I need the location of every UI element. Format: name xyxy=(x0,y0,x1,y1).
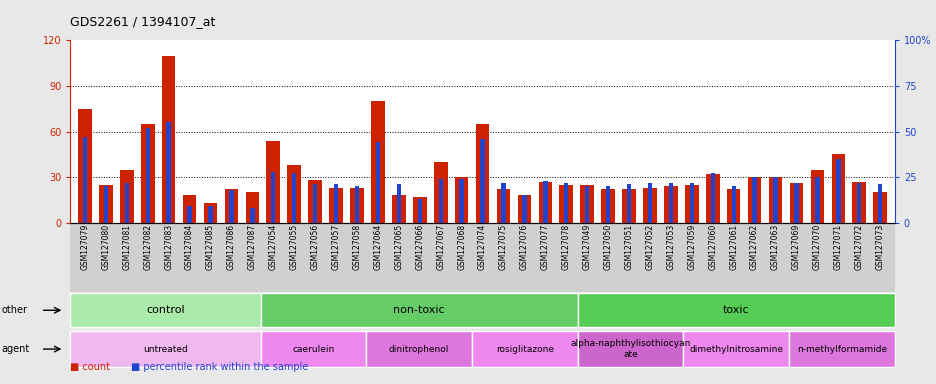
Text: agent: agent xyxy=(2,344,30,354)
Bar xyxy=(187,206,192,223)
Bar xyxy=(99,185,112,223)
Bar xyxy=(814,177,819,223)
Bar xyxy=(454,177,468,223)
Bar xyxy=(140,124,154,223)
Bar xyxy=(794,183,797,223)
Bar xyxy=(606,186,609,223)
Text: caerulein: caerulein xyxy=(292,344,334,354)
Bar xyxy=(82,137,87,223)
Bar xyxy=(584,186,589,223)
Bar xyxy=(350,188,363,223)
Bar xyxy=(877,184,882,223)
Bar xyxy=(375,142,380,223)
Bar xyxy=(563,183,568,223)
Bar xyxy=(684,185,698,223)
Bar xyxy=(287,165,300,223)
Text: ■ percentile rank within the sample: ■ percentile rank within the sample xyxy=(131,362,308,372)
Bar xyxy=(705,174,719,223)
Text: GDS2261 / 1394107_at: GDS2261 / 1394107_at xyxy=(70,15,215,28)
Bar xyxy=(872,192,886,223)
Bar xyxy=(245,192,259,223)
Bar xyxy=(668,183,672,223)
Bar xyxy=(120,169,134,223)
Bar xyxy=(517,195,531,223)
Bar xyxy=(622,189,636,223)
Text: rosiglitazone: rosiglitazone xyxy=(495,344,553,354)
Text: ■ count: ■ count xyxy=(70,362,110,372)
Bar xyxy=(371,101,385,223)
Bar xyxy=(626,184,631,223)
Bar xyxy=(124,183,129,223)
Bar xyxy=(459,179,463,223)
Bar xyxy=(726,189,739,223)
Bar xyxy=(642,188,656,223)
Bar xyxy=(480,139,484,223)
Bar xyxy=(250,208,255,223)
Bar xyxy=(308,180,322,223)
Bar xyxy=(601,189,614,223)
Text: other: other xyxy=(2,305,28,315)
Bar xyxy=(333,184,338,223)
Bar xyxy=(689,183,694,223)
Bar xyxy=(329,188,343,223)
Text: toxic: toxic xyxy=(723,305,749,315)
Bar xyxy=(830,154,844,223)
Bar xyxy=(835,159,840,223)
Bar xyxy=(856,183,860,223)
Bar xyxy=(417,199,421,223)
Bar xyxy=(162,56,175,223)
Bar xyxy=(543,181,547,223)
Bar xyxy=(647,183,651,223)
Bar xyxy=(772,177,777,223)
Bar xyxy=(810,169,824,223)
Bar xyxy=(266,141,280,223)
Bar xyxy=(521,195,526,223)
Text: n-methylformamide: n-methylformamide xyxy=(796,344,886,354)
Bar xyxy=(747,177,761,223)
Bar xyxy=(145,128,150,223)
Bar xyxy=(396,184,401,223)
Bar xyxy=(225,189,238,223)
Text: alpha-naphthylisothiocyan
ate: alpha-naphthylisothiocyan ate xyxy=(570,339,690,359)
Text: non-toxic: non-toxic xyxy=(393,305,445,315)
Bar xyxy=(438,179,443,223)
Bar xyxy=(731,186,735,223)
Bar xyxy=(789,183,802,223)
Bar xyxy=(433,162,447,223)
Bar xyxy=(752,177,756,223)
Text: dinitrophenol: dinitrophenol xyxy=(388,344,449,354)
Bar xyxy=(203,203,217,223)
Bar xyxy=(475,124,489,223)
Bar xyxy=(768,177,782,223)
Bar xyxy=(104,186,108,223)
Bar xyxy=(208,206,212,223)
Text: control: control xyxy=(146,305,184,315)
Bar xyxy=(313,184,317,223)
Bar xyxy=(292,174,296,223)
Bar xyxy=(501,183,505,223)
Bar xyxy=(355,186,358,223)
Text: dimethylnitrosamine: dimethylnitrosamine xyxy=(689,344,782,354)
Bar xyxy=(664,186,677,223)
Bar xyxy=(271,172,275,223)
Bar xyxy=(709,174,714,223)
Bar xyxy=(391,195,405,223)
Bar xyxy=(78,109,92,223)
Bar xyxy=(167,122,170,223)
Bar xyxy=(496,189,510,223)
Bar xyxy=(229,190,233,223)
Bar xyxy=(413,197,426,223)
Bar xyxy=(852,182,865,223)
Bar xyxy=(538,182,551,223)
Text: untreated: untreated xyxy=(143,344,187,354)
Bar xyxy=(579,185,593,223)
Bar xyxy=(183,195,197,223)
Bar xyxy=(559,185,573,223)
